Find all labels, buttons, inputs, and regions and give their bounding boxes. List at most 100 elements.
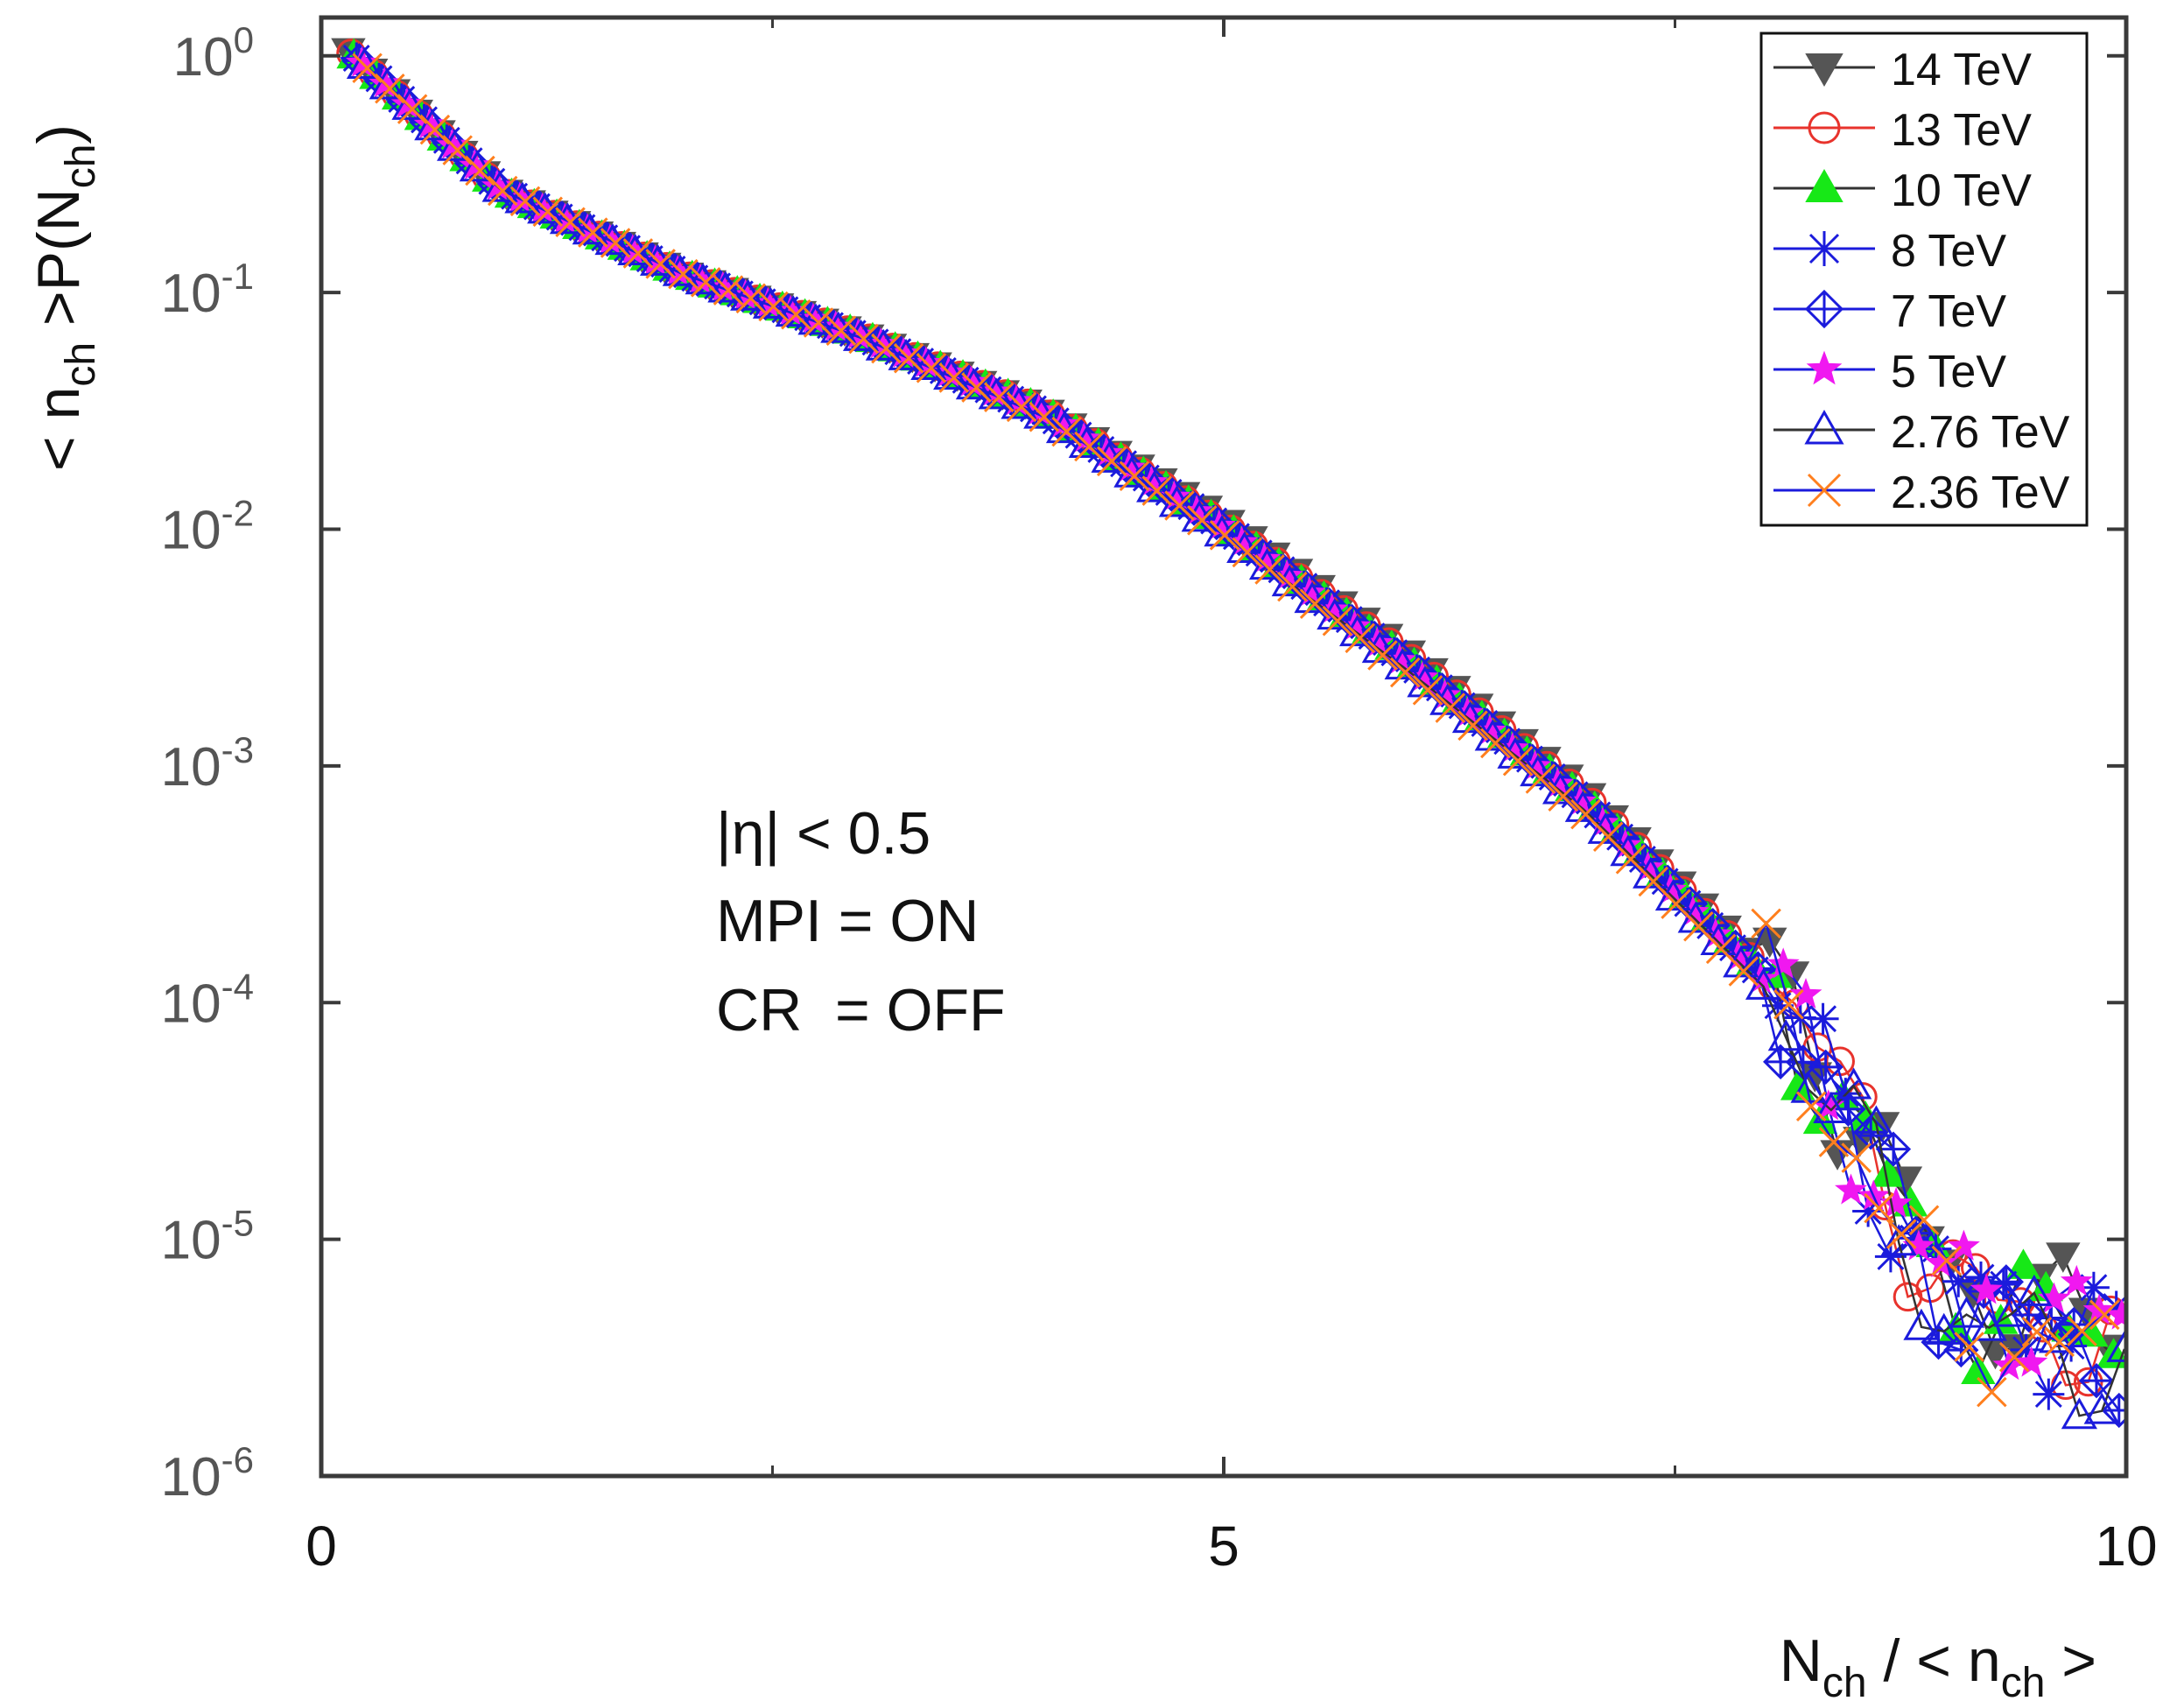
y-tick-label: 10-5 [161,1203,254,1271]
series-line [366,67,2106,1395]
data-point [600,228,631,258]
data-point [1961,1353,1996,1384]
data-point [1412,675,1443,706]
data-point [1886,1219,1917,1249]
data-point [978,377,1015,410]
data-point [1096,446,1127,477]
data-point [1852,1195,1885,1227]
data-point [1970,1273,2003,1304]
data-point [1773,989,1804,1020]
data-point [938,362,969,393]
data-point [865,328,902,361]
data-point [2061,1397,2097,1430]
data-point [1903,1308,1940,1340]
data-point [1067,422,1100,453]
data-point [1164,490,1195,521]
data-point [1853,1114,1889,1150]
data-point [690,267,721,298]
data-point [916,353,947,383]
legend-marker [1804,289,1844,329]
legend-entry: 5 TeV [1773,347,2006,397]
legend-label: 7 TeV [1891,286,2006,337]
legend-marker [1806,350,1843,385]
data-point [645,249,676,279]
data-point [2055,1330,2088,1362]
data-point [1947,1229,1980,1261]
data-point [1322,606,1353,636]
legend-entry: 2.36 TeV [1773,467,2070,518]
data-point [1209,520,1240,551]
data-point [1813,1091,1850,1123]
data-point [1502,746,1534,777]
data-point [1857,1105,1894,1137]
legend-label: 2.36 TeV [1891,467,2070,518]
legend-entry: 7 TeV [1773,286,2006,337]
data-point [933,358,970,390]
data-point [2100,1290,2126,1323]
legend: 14 TeV 13 TeV 10 TeV 8 TeV 7 TeV 5 TeV 2.76 Te… [1773,45,2070,518]
legend-marker [1808,111,1841,144]
data-point [2077,1271,2110,1304]
data-point [2089,1299,2120,1331]
data-point [555,207,586,237]
data-point [893,342,924,374]
data-point [1908,1205,1940,1236]
legend-entry: 8 TeV [1773,226,2006,277]
data-point [1925,1246,1958,1277]
annotation-block: |η| < 0.5 MPI = ON CR = OFF [716,800,1006,1044]
data-point [1841,1142,1872,1173]
annotation-eta: |η| < 0.5 [716,800,931,867]
data-point [442,135,473,165]
data-point [1389,657,1421,688]
legend-entry: 14 TeV [1773,45,2032,95]
data-point [2044,1326,2075,1357]
data-point [910,348,947,381]
data-point [594,223,631,256]
data-point [1977,1376,2007,1408]
data-point [527,192,564,224]
data-point [871,333,902,364]
data-point [2067,1316,2097,1346]
data-point [1119,460,1150,491]
data-point [1299,588,1331,619]
y-tick-label: 100 [173,19,254,88]
data-point [1926,1312,1963,1345]
data-point [668,258,699,290]
legend-label: 2.76 TeV [1891,407,2070,458]
data-point [1875,1131,1912,1167]
data-point [1254,554,1285,585]
legend-marker [1807,231,1842,266]
data-point [1790,1071,1827,1103]
series-layer [331,38,2126,1430]
data-point [1457,710,1488,742]
data-point [1808,1049,1843,1085]
data-point [2016,1274,2053,1306]
data-point [713,275,744,306]
legend-label: 8 TeV [1891,226,2006,277]
data-point [1835,1173,1868,1205]
y-tick-label: 10-6 [161,1439,254,1508]
data-point [1029,401,1060,432]
data-point [639,243,677,276]
annotation-cr: CR = OFF [716,977,1006,1044]
data-point [578,217,608,248]
data-point [2010,1333,2042,1366]
data-point [2046,1242,2081,1273]
data-point [375,73,405,104]
data-point [1874,1241,1907,1273]
data-point [1767,1019,1804,1051]
data-point [1998,1341,2030,1373]
data-point [961,372,992,403]
data-point [1942,1265,1975,1297]
data-point [1090,436,1123,467]
data-point [1367,640,1398,671]
data-point [888,338,924,370]
data-point [1232,537,1263,568]
data-point [1762,989,1794,1022]
data-point [1525,763,1556,794]
data-point [1345,622,1375,654]
data-point [622,238,654,269]
data-point [504,181,541,214]
data-point [825,315,857,346]
